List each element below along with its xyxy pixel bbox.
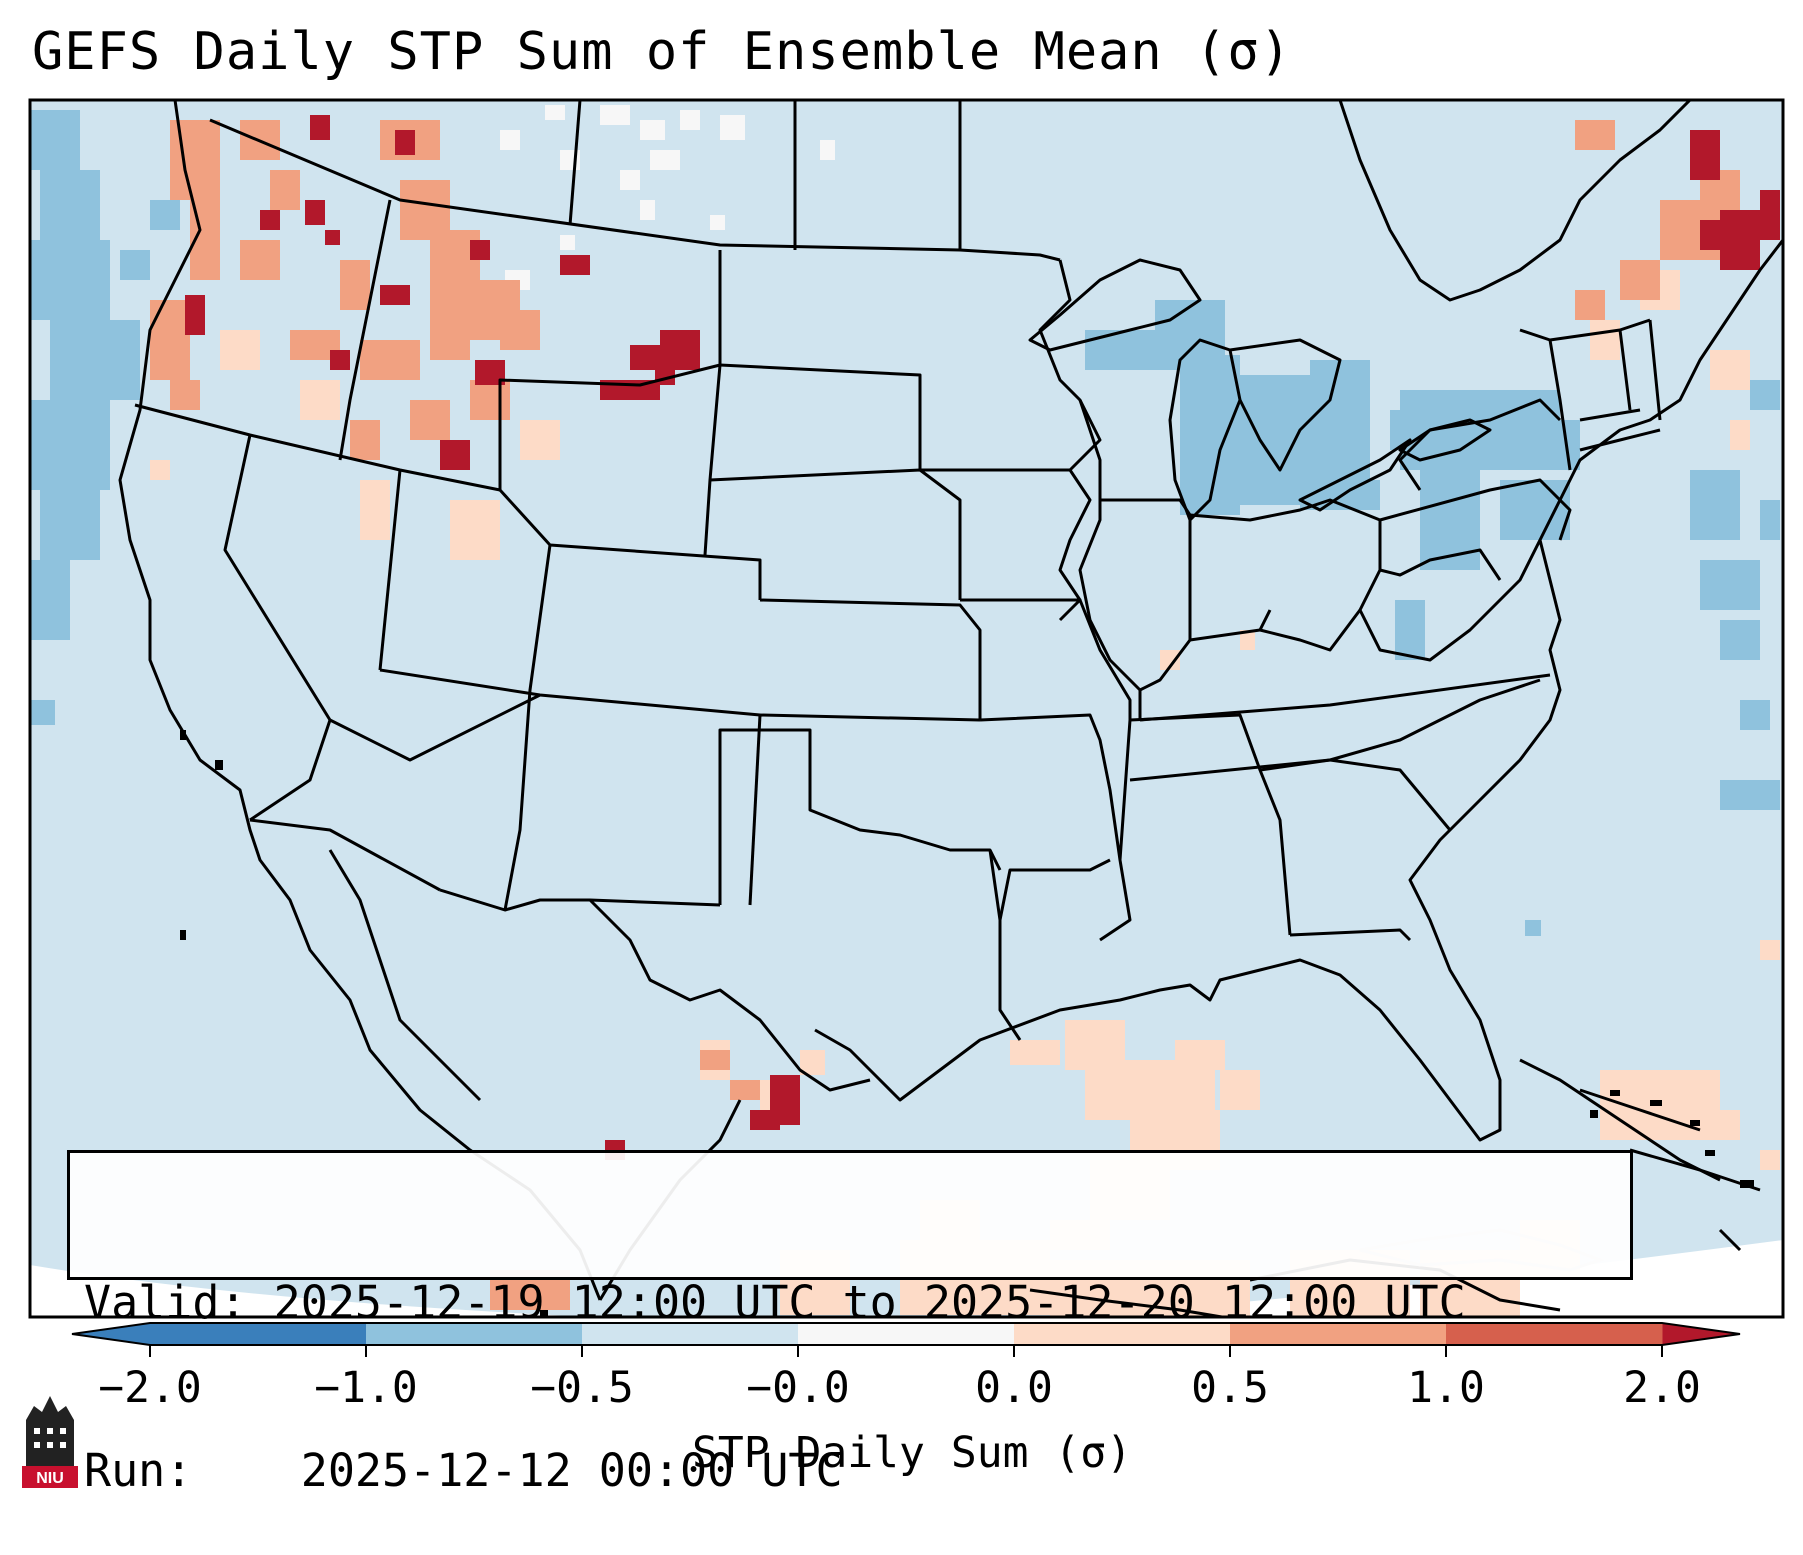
colorbar-extend-low [72,1323,150,1345]
caribbean-islands [180,730,1754,1317]
state-borders [134,100,1662,1041]
negative-anomaly-cells [30,110,1780,936]
map-figure [28,98,1785,1357]
strong-positive-cells [185,115,1780,1160]
map-title: GEFS Daily STP Sum of Ensemble Mean (σ) [32,22,1292,82]
valid-line: Valid: 2025-12-19 12:00 UTC to 2025-12-2… [84,1275,1616,1331]
valid-label: Valid: [84,1276,247,1329]
mexico-border [588,898,871,1092]
colorbar-segment [1014,1323,1231,1345]
run-line: Run: 2025-12-12 00:00 UTC [84,1443,1616,1499]
run-value: 2025-12-12 00:00 UTC [300,1444,843,1497]
colorbar-tick-label: −1.0 [314,1363,418,1413]
colorbar [71,1322,1741,1357]
niu-logo: NIU [22,1396,78,1488]
mid-positive-cells [150,120,1740,1310]
colorbar-tick-label: −2.0 [98,1363,202,1413]
projection-domain [30,100,1783,1317]
colorbar-segment [366,1323,583,1345]
colorbar-extend-high [1662,1323,1740,1345]
colorbar-tick-label: −0.0 [746,1363,850,1413]
colorbar-tick-label: 0.0 [975,1363,1053,1413]
great-lakes-outlines [1028,258,1492,522]
run-label: Run: [84,1444,193,1497]
niu-badge [22,1466,78,1488]
valid-run-info-box: Valid: 2025-12-19 12:00 UTC to 2025-12-2… [67,1150,1633,1497]
colorbar-tick-label: −0.5 [530,1363,634,1413]
colorbar-segment [582,1323,799,1345]
colorbar-label: STP Daily Sum (σ) [691,1428,1133,1478]
colorbar-segment [798,1323,1015,1345]
colorbar-segment [1446,1323,1663,1345]
map-frame-border [28,98,1785,1319]
colorbar-segment [150,1323,367,1345]
colorbar-tick-label: 0.5 [1191,1363,1269,1413]
near-zero-cells [500,105,835,290]
niu-text: NIU [36,1470,64,1487]
valid-value: 2025-12-19 12:00 UTC to 2025-12-20 12:00… [273,1276,1466,1329]
colorbar-tick-label: 2.0 [1623,1363,1701,1413]
colorbar-tick-label: 1.0 [1407,1363,1485,1413]
colorbar-segment [1230,1323,1447,1345]
